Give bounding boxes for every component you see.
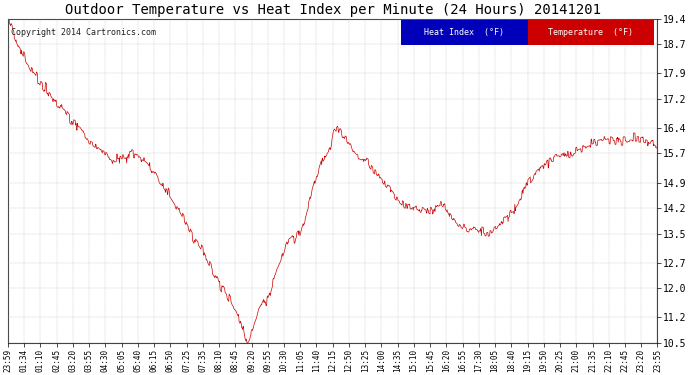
Text: Copyright 2014 Cartronics.com: Copyright 2014 Cartronics.com (11, 28, 156, 38)
Bar (401, 20, 528, 45)
Title: Outdoor Temperature vs Heat Index per Minute (24 Hours) 20141201: Outdoor Temperature vs Heat Index per Mi… (65, 3, 601, 18)
Text: Heat Index  (°F): Heat Index (°F) (424, 28, 504, 37)
Bar (528, 20, 654, 45)
Text: Temperature  (°F): Temperature (°F) (549, 28, 633, 37)
